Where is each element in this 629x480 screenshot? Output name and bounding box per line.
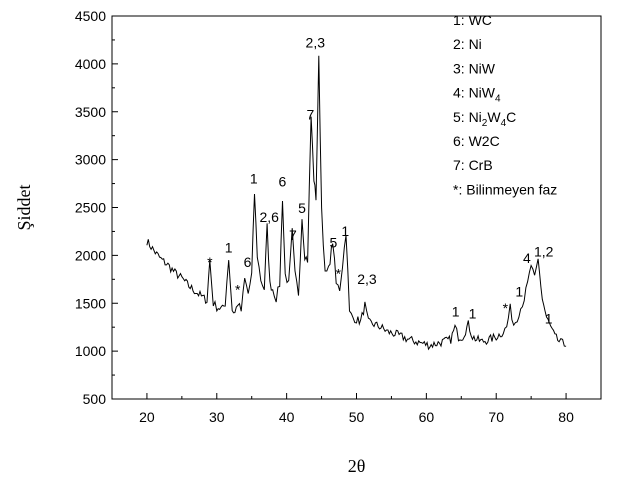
legend-entry: 7: CrB <box>453 157 493 173</box>
y-tick-label: 4500 <box>75 8 106 24</box>
y-tick-label: 2500 <box>75 200 106 216</box>
peak-label: 1 <box>341 223 349 239</box>
peak-label: * <box>235 282 241 298</box>
y-axis: 500 1000 1500 2000 2500 3000 3500 4000 4500 <box>75 8 118 407</box>
x-tick-label: 40 <box>279 409 295 425</box>
x-tick-label: 50 <box>349 409 365 425</box>
peak-label: 5 <box>330 235 338 251</box>
peak-label: 1 <box>515 284 523 300</box>
legend-entry: 4: NiW4 <box>453 85 501 105</box>
peak-label: 1 <box>469 306 477 322</box>
peak-label: 4 <box>523 250 531 266</box>
x-tick-label: 70 <box>488 409 504 425</box>
y-axis-title: Şiddet <box>14 184 34 230</box>
legend-entry: 3: NiW <box>453 60 496 76</box>
series-line <box>146 55 567 351</box>
peak-label: 7 <box>306 106 314 122</box>
x-axis-title: 2θ <box>348 456 366 476</box>
y-tick-label: 500 <box>83 391 107 407</box>
y-tick-label: 1000 <box>75 343 106 359</box>
peak-label: 5 <box>298 200 306 216</box>
peak-label: 1,2 <box>534 243 554 259</box>
legend-entry: 6: W2C <box>453 133 500 149</box>
legend: 1: WC 2: Ni 3: NiW 4: NiW4 5: Ni2W4C 6: W2C 7:… <box>453 12 557 197</box>
x-tick-label: 60 <box>419 409 435 425</box>
x-tick-label: 80 <box>558 409 574 425</box>
y-tick-label: 4000 <box>75 56 106 72</box>
peak-label: 2,6 <box>259 209 279 225</box>
x-tick-label: 20 <box>139 409 155 425</box>
peak-label: * <box>207 254 213 270</box>
peak-label: 1 <box>452 304 460 320</box>
legend-entry: 5: Ni2W4C <box>453 109 516 129</box>
peak-label: * <box>336 265 342 281</box>
peak-label: 2,3 <box>306 35 326 51</box>
y-tick-label: 1500 <box>75 295 106 311</box>
peak-label: 1 <box>250 171 258 187</box>
y-tick-label: 3500 <box>75 104 106 120</box>
legend-entry: 1: WC <box>453 12 492 28</box>
legend-entry: *: Bilinmeyen faz <box>453 181 557 197</box>
peak-label: 1 <box>225 240 233 256</box>
x-axis: 20 30 40 50 60 70 80 <box>111 393 602 425</box>
x-tick-label: 30 <box>209 409 225 425</box>
peak-label: 7 <box>289 227 297 243</box>
peak-label: 1 <box>545 310 553 326</box>
y-tick-label: 2000 <box>75 247 106 263</box>
y-tick-label: 3000 <box>75 152 106 168</box>
peak-label: * <box>503 300 509 316</box>
peak-label: 6 <box>279 173 287 189</box>
legend-entry: 2: Ni <box>453 36 482 52</box>
peak-label: 6 <box>244 254 252 270</box>
peak-label: 2,3 <box>357 271 377 287</box>
